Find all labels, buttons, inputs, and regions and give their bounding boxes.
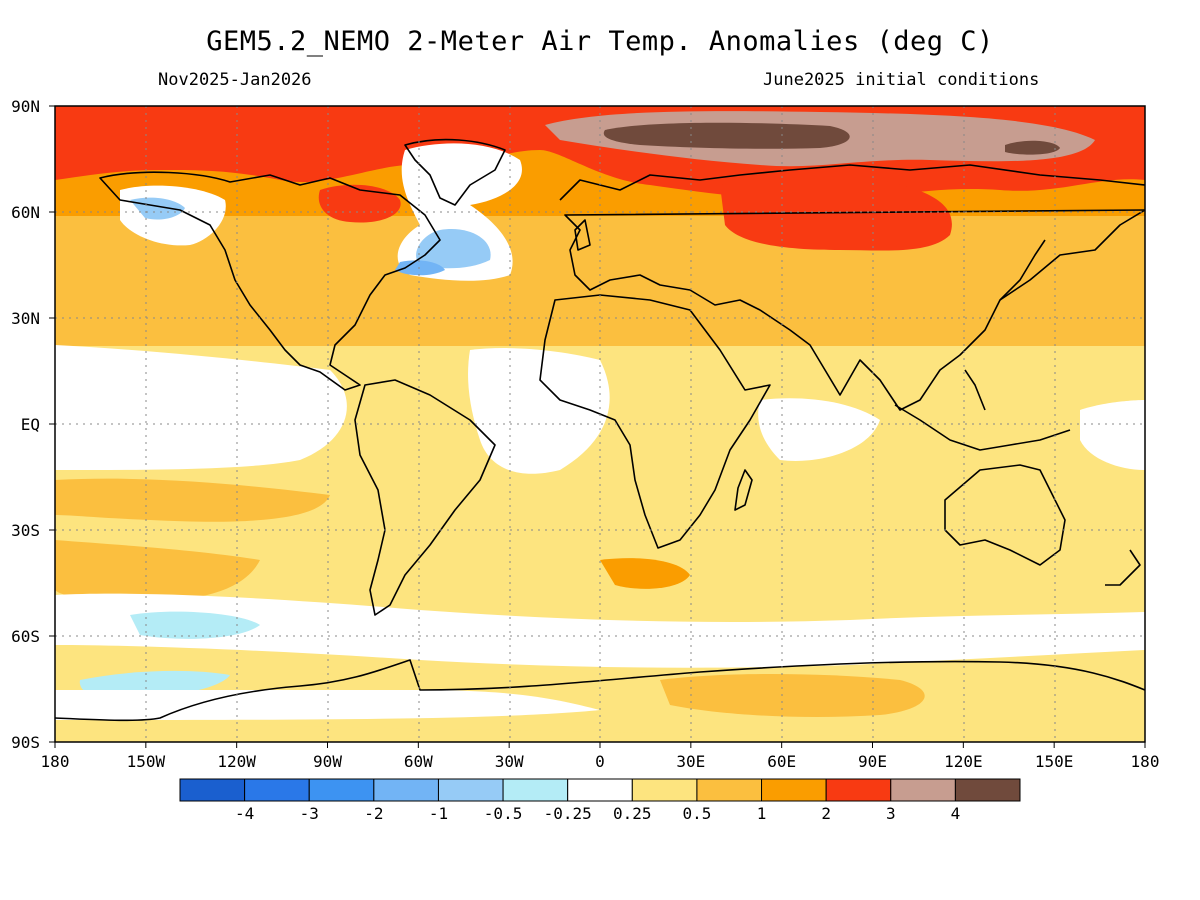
- colorbar-labels: -4 -3 -2 -1 -0.5 -0.25 0.25 0.5 1 2 3 4: [235, 804, 960, 823]
- grid-lines: [55, 106, 1145, 742]
- colorbar-swatch: [308, 778, 375, 802]
- colorbar-label: 2: [821, 804, 831, 823]
- colorbar-swatch: [954, 778, 1021, 802]
- lon-label: 90W: [313, 752, 342, 771]
- lon-label: 150W: [127, 752, 166, 771]
- lon-label: 0: [595, 752, 605, 771]
- lon-label: 90E: [858, 752, 887, 771]
- lon-label: 120E: [944, 752, 983, 771]
- lon-label: 30E: [676, 752, 705, 771]
- forecast-period: Nov2025-Jan2026: [158, 70, 312, 90]
- colorbar-label: -4: [235, 804, 254, 823]
- colorbar-label: -2: [364, 804, 383, 823]
- lon-label: 150E: [1035, 752, 1074, 771]
- lat-label: EQ: [21, 415, 40, 434]
- colorbar-label: -0.25: [544, 804, 592, 823]
- colorbar-swatch: [437, 778, 504, 802]
- lon-label: 60E: [767, 752, 796, 771]
- colorbar-swatch: [502, 778, 569, 802]
- lon-label: 180: [41, 752, 70, 771]
- lat-label: 60N: [11, 203, 40, 222]
- lat-label: 60S: [11, 627, 40, 646]
- latitude-labels: 90N 60N 30N EQ 30S 60S 90S: [11, 97, 55, 752]
- colorbar: [179, 778, 1021, 802]
- colorbar-label: 0.5: [682, 804, 711, 823]
- colorbar-swatch: [631, 778, 698, 802]
- colorbar-swatch: [890, 778, 956, 802]
- colorbar-swatch: [567, 778, 633, 802]
- lat-label: 30N: [11, 309, 40, 328]
- colorbar-swatch: [696, 778, 763, 802]
- colorbar-swatch: [373, 778, 439, 802]
- colorbar-label: 4: [951, 804, 961, 823]
- colorbar-label: -1: [429, 804, 448, 823]
- lat-label: 90S: [11, 733, 40, 752]
- lat-label: 90N: [11, 97, 40, 116]
- longitude-labels: 180 150W 120W 90W 60W 30W 0 30E 60E 90E 120E 150E 18…: [41, 742, 1160, 771]
- colorbar-label: -0.5: [484, 804, 523, 823]
- colorbar-swatch: [244, 778, 310, 802]
- colorbar-swatch: [761, 778, 827, 802]
- lon-label: 30W: [495, 752, 524, 771]
- initial-conditions: June2025 initial conditions: [763, 70, 1040, 90]
- colorbar-label: 1: [757, 804, 767, 823]
- colorbar-label: 3: [886, 804, 896, 823]
- colorbar-swatch: [179, 778, 246, 802]
- colorbar-label: -3: [300, 804, 319, 823]
- lon-label: 180: [1131, 752, 1160, 771]
- colorbar-swatch: [825, 778, 892, 802]
- lon-label: 60W: [404, 752, 433, 771]
- chart-title: GEM5.2_NEMO 2-Meter Air Temp. Anomalies …: [206, 26, 994, 57]
- lon-label: 120W: [217, 752, 256, 771]
- lat-label: 30S: [11, 521, 40, 540]
- colorbar-label: 0.25: [613, 804, 652, 823]
